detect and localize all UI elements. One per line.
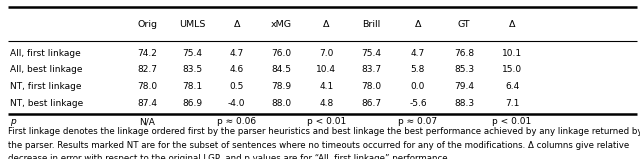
Text: 75.4: 75.4 bbox=[361, 49, 381, 58]
Text: Δ: Δ bbox=[415, 20, 421, 29]
Text: 85.3: 85.3 bbox=[454, 66, 474, 74]
Text: 78.0: 78.0 bbox=[361, 82, 381, 91]
Text: 78.0: 78.0 bbox=[137, 82, 157, 91]
Text: p ≈ 0.07: p ≈ 0.07 bbox=[398, 117, 438, 126]
Text: 76.0: 76.0 bbox=[271, 49, 292, 58]
Text: the parser. Results marked NT are for the subset of sentences where no timeouts : the parser. Results marked NT are for th… bbox=[8, 141, 629, 150]
Text: 15.0: 15.0 bbox=[502, 66, 522, 74]
Text: 4.8: 4.8 bbox=[319, 99, 333, 108]
Text: -4.0: -4.0 bbox=[228, 99, 246, 108]
Text: 10.4: 10.4 bbox=[316, 66, 337, 74]
Text: Δ: Δ bbox=[323, 20, 330, 29]
Text: Δ: Δ bbox=[234, 20, 240, 29]
Text: 88.0: 88.0 bbox=[271, 99, 292, 108]
Text: 7.0: 7.0 bbox=[319, 49, 333, 58]
Text: 0.0: 0.0 bbox=[411, 82, 425, 91]
Text: 4.6: 4.6 bbox=[230, 66, 244, 74]
Text: GT: GT bbox=[458, 20, 470, 29]
Text: decrease in error with respect to the original LGP, and p values are for “All, f: decrease in error with respect to the or… bbox=[8, 154, 450, 159]
Text: N/A: N/A bbox=[140, 117, 155, 126]
Text: p ≈ 0.06: p ≈ 0.06 bbox=[217, 117, 257, 126]
Text: 6.4: 6.4 bbox=[505, 82, 519, 91]
Text: 78.1: 78.1 bbox=[182, 82, 202, 91]
Text: 76.8: 76.8 bbox=[454, 49, 474, 58]
Text: 0.5: 0.5 bbox=[230, 82, 244, 91]
Text: All, best linkage: All, best linkage bbox=[10, 66, 82, 74]
Text: 82.7: 82.7 bbox=[137, 66, 157, 74]
Text: NT, best linkage: NT, best linkage bbox=[10, 99, 83, 108]
Text: 75.4: 75.4 bbox=[182, 49, 202, 58]
Text: 74.2: 74.2 bbox=[137, 49, 157, 58]
Text: 86.7: 86.7 bbox=[361, 99, 381, 108]
Text: p < 0.01: p < 0.01 bbox=[307, 117, 346, 126]
Text: 4.7: 4.7 bbox=[411, 49, 425, 58]
Text: 79.4: 79.4 bbox=[454, 82, 474, 91]
Text: Orig: Orig bbox=[137, 20, 157, 29]
Text: UMLS: UMLS bbox=[179, 20, 205, 29]
Text: 83.5: 83.5 bbox=[182, 66, 202, 74]
Text: 88.3: 88.3 bbox=[454, 99, 474, 108]
Text: 84.5: 84.5 bbox=[271, 66, 292, 74]
Text: 83.7: 83.7 bbox=[361, 66, 381, 74]
Text: First linkage denotes the linkage ordered first by the parser heuristics and bes: First linkage denotes the linkage ordere… bbox=[8, 127, 640, 136]
Text: Brill: Brill bbox=[362, 20, 380, 29]
Text: Δ: Δ bbox=[509, 20, 515, 29]
Text: 5.8: 5.8 bbox=[411, 66, 425, 74]
Text: 7.1: 7.1 bbox=[505, 99, 519, 108]
Text: xMG: xMG bbox=[271, 20, 292, 29]
Text: 10.1: 10.1 bbox=[502, 49, 522, 58]
Text: NT, first linkage: NT, first linkage bbox=[10, 82, 81, 91]
Text: p: p bbox=[10, 117, 15, 126]
Text: All, first linkage: All, first linkage bbox=[10, 49, 81, 58]
Text: p < 0.01: p < 0.01 bbox=[492, 117, 532, 126]
Text: 86.9: 86.9 bbox=[182, 99, 202, 108]
Text: 87.4: 87.4 bbox=[137, 99, 157, 108]
Text: 78.9: 78.9 bbox=[271, 82, 292, 91]
Text: 4.7: 4.7 bbox=[230, 49, 244, 58]
Text: -5.6: -5.6 bbox=[409, 99, 427, 108]
Text: 4.1: 4.1 bbox=[319, 82, 333, 91]
